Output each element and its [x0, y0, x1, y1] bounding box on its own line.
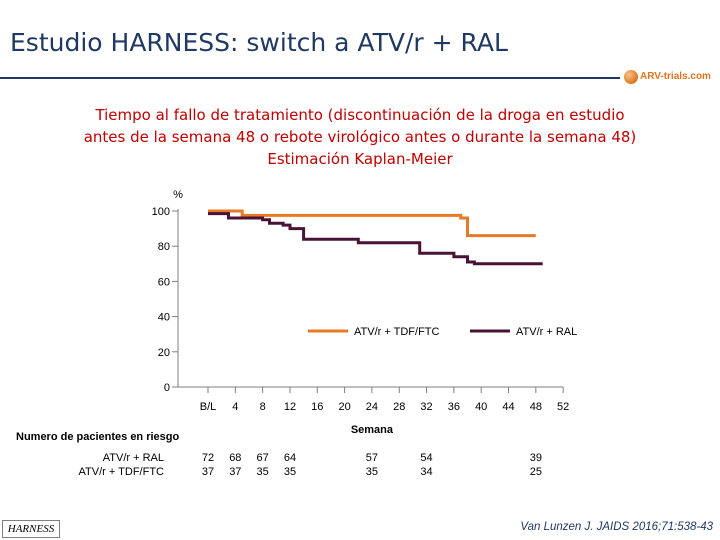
title-divider: [0, 77, 620, 79]
chart-legend: ATV/r + TDF/FTC ATV/r + RAL: [308, 326, 577, 338]
y-tick-label: 60: [158, 276, 170, 288]
y-tick-label: 80: [158, 241, 170, 253]
x-tick-label: 8: [260, 401, 266, 413]
risk-value: 34: [420, 466, 433, 478]
chart-series: [208, 209, 543, 266]
risk-value: 64: [283, 452, 297, 464]
x-axis-label: Semana: [351, 424, 394, 436]
risk-value: 35: [283, 466, 297, 478]
series-line-atv-r-ral: [208, 212, 543, 266]
globe-icon: [624, 70, 638, 84]
subtitle-line-2: antes de la semana 48 o rebote virológic…: [83, 128, 637, 146]
y-axis-label: %: [173, 189, 183, 201]
risk-value: 68: [229, 452, 242, 464]
x-tick-label: 52: [557, 401, 569, 413]
x-tick-label: 12: [284, 401, 296, 413]
subtitle-line-1: Tiempo al fallo de tratamiento (disconti…: [95, 106, 625, 124]
x-tick-label: 48: [530, 401, 542, 413]
x-tick-label: 36: [448, 401, 460, 413]
risk-value: 37: [201, 466, 215, 478]
x-tick-label: 28: [393, 401, 405, 413]
study-tag: HARNESS: [2, 520, 60, 538]
x-tick-label: 20: [338, 401, 350, 413]
y-tick-label: 0: [164, 382, 170, 394]
x-tick-label: 44: [502, 401, 514, 413]
legend-label: ATV/r + TDF/FTC: [354, 326, 440, 338]
y-tick-label: 100: [152, 206, 170, 218]
x-tick-label: 4: [232, 401, 238, 413]
x-tick-label: 16: [311, 401, 323, 413]
legend-label: ATV/r + RAL: [516, 326, 577, 338]
risk-value: 54: [420, 452, 433, 464]
y-tick-label: 40: [158, 312, 170, 324]
risk-value: 39: [529, 452, 542, 464]
risk-value: 37: [229, 466, 242, 478]
risk-row-label: ATV/r + TDF/FTC: [78, 466, 164, 478]
y-tick-label: 20: [158, 347, 170, 359]
x-tick-label: B/L: [200, 401, 217, 413]
series-line-atv-r-tdf-ftc: [208, 209, 536, 238]
risk-table-heading: Numero de pacientes en riesgo: [16, 431, 180, 443]
risk-value: 25: [529, 466, 542, 478]
x-tick-label: 32: [420, 401, 432, 413]
x-tick-label: 24: [366, 401, 378, 413]
risk-value: 57: [365, 452, 379, 464]
risk-value: 35: [256, 466, 269, 478]
risk-value: 35: [365, 466, 379, 478]
slide-title: Estudio HARNESS: switch a ATV/r + RAL: [10, 28, 508, 57]
x-tick-label: 40: [475, 401, 487, 413]
chart-subtitle: Tiempo al fallo de tratamiento (disconti…: [40, 104, 680, 170]
logo-text: ARV-trials.com: [640, 71, 711, 82]
citation: Van Lunzen J. JAIDS 2016;71:538-43: [520, 521, 713, 533]
risk-row-label: ATV/r + RAL: [102, 452, 164, 464]
subtitle-line-3: Estimación Kaplan-Meier: [267, 150, 453, 168]
risk-value: 67: [256, 452, 269, 464]
arv-trials-logo: ARV-trials.com: [620, 68, 716, 88]
risk-value: 72: [201, 452, 215, 464]
